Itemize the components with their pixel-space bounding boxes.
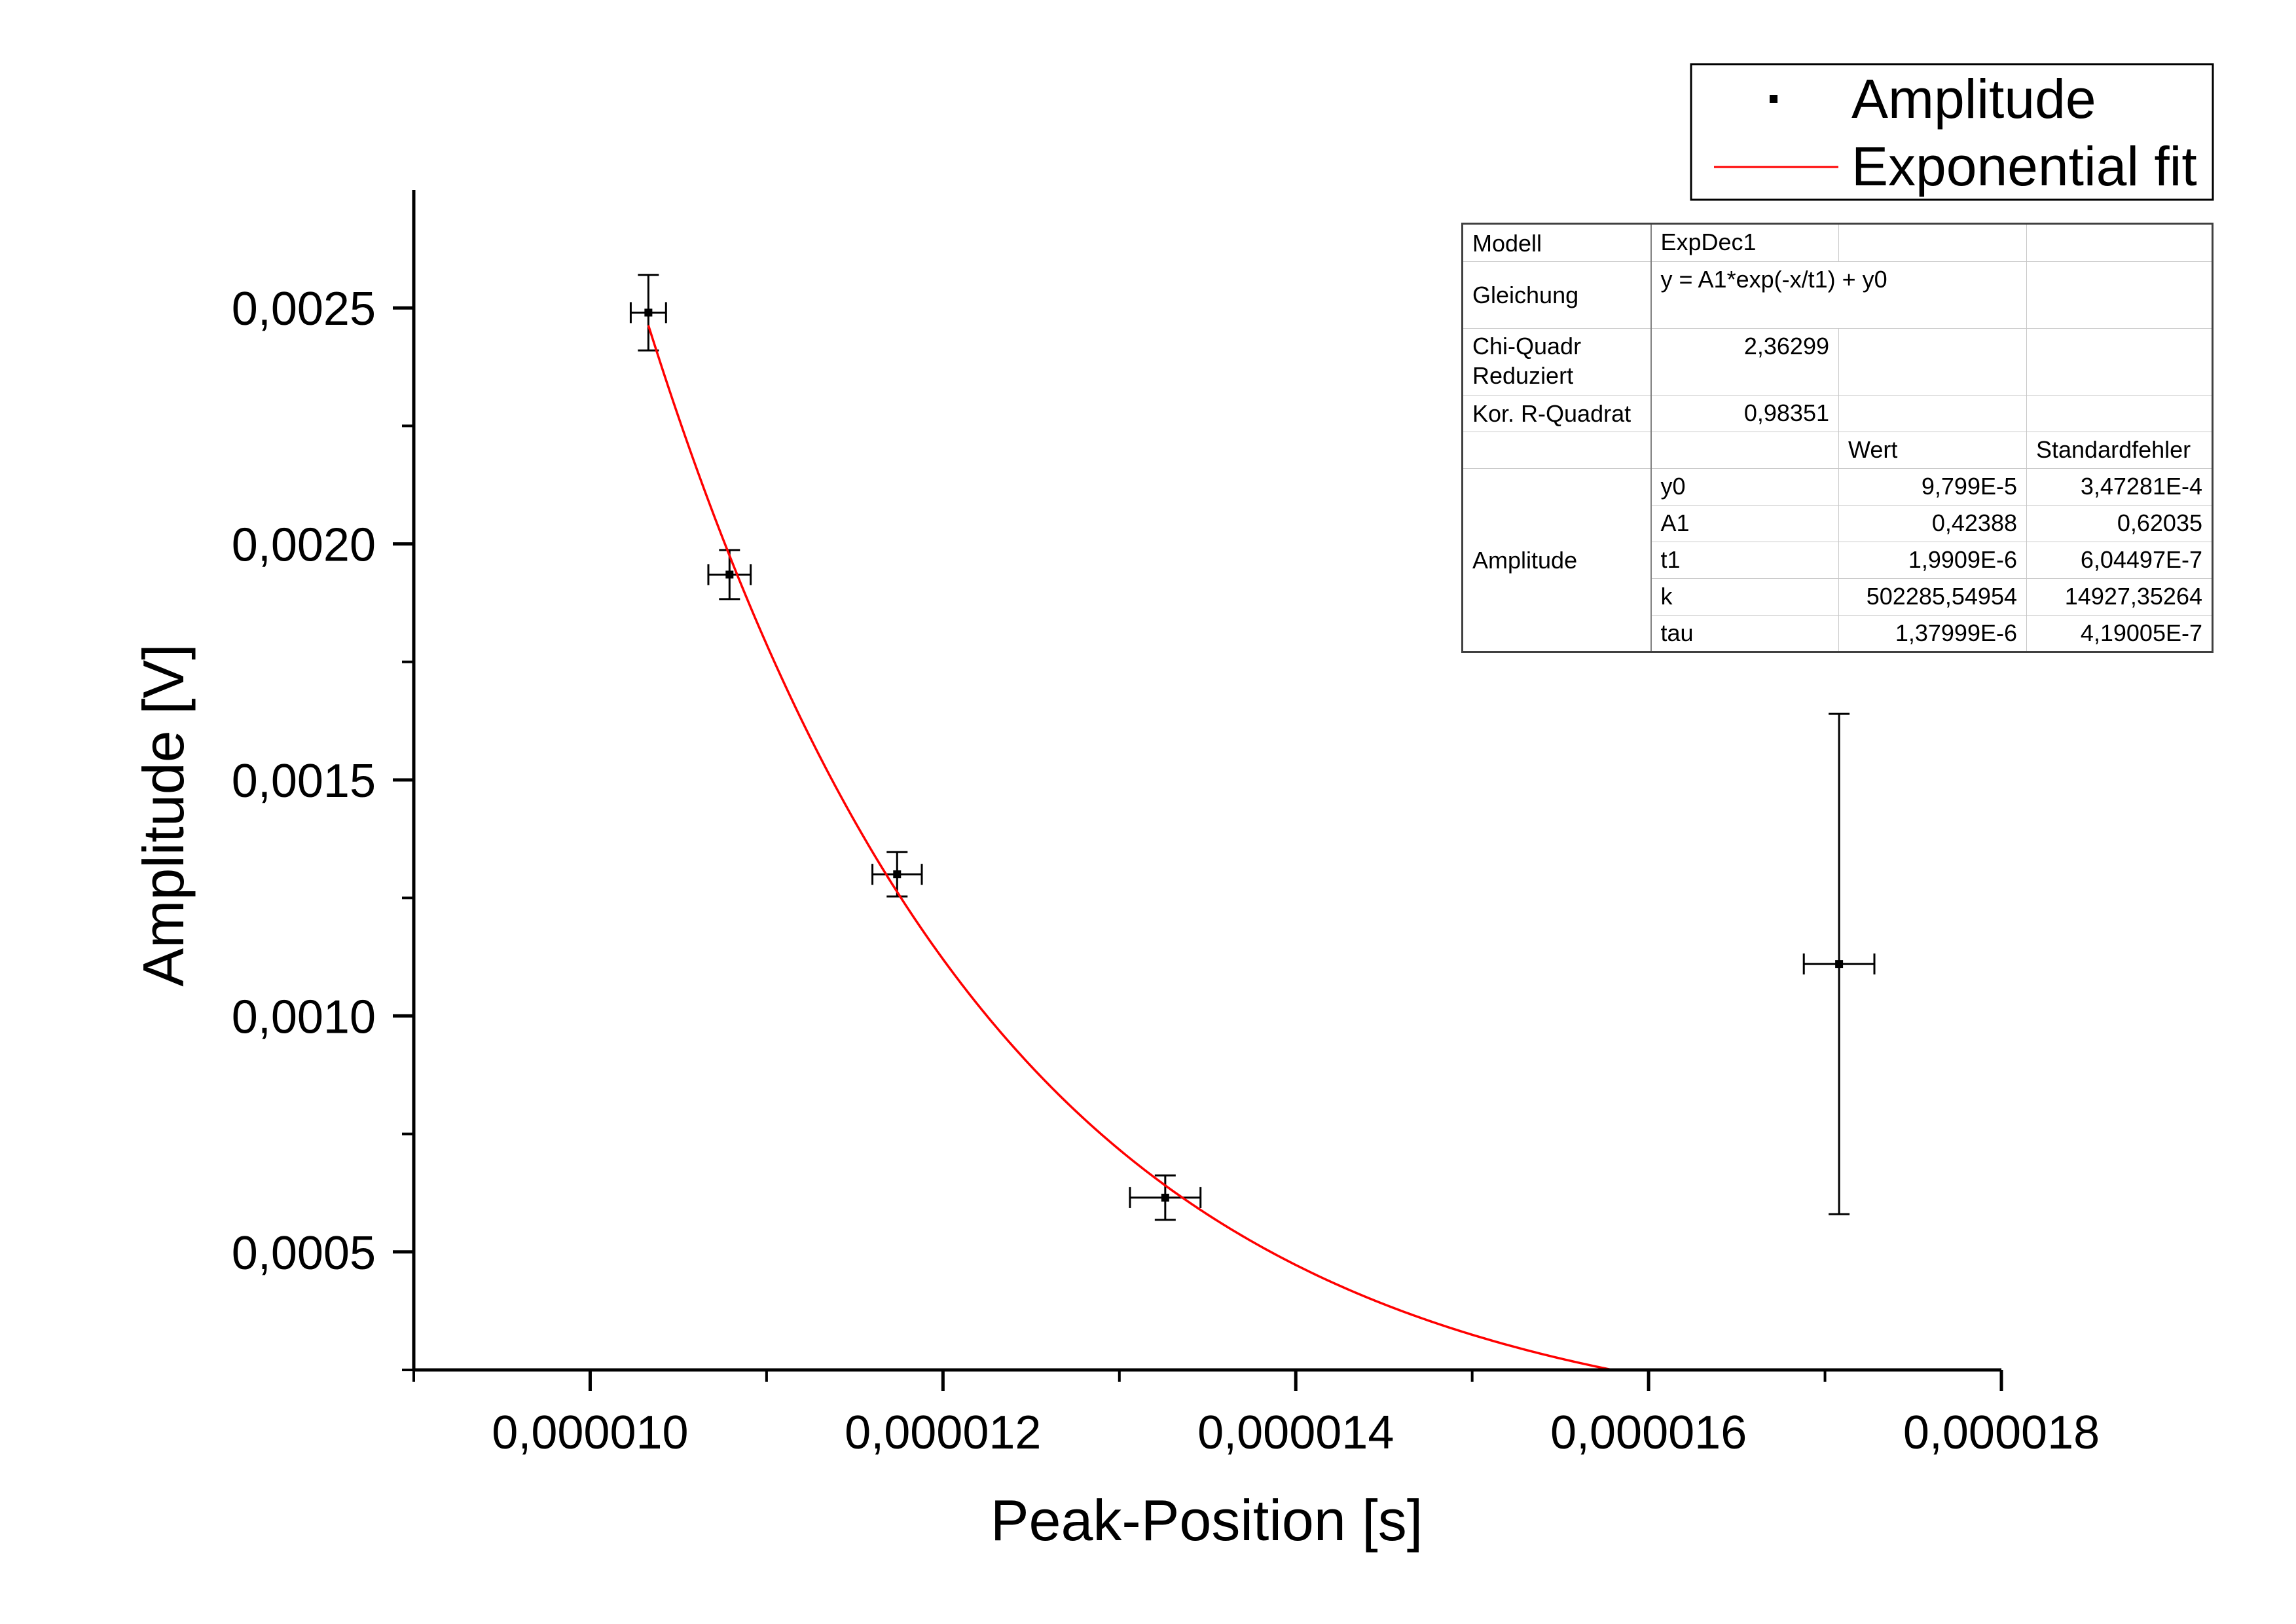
model-label: Modell	[1462, 223, 1652, 262]
table-row: tau 1,37999E-6 4,19005E-7	[1463, 615, 2213, 652]
param-name: A1	[1650, 505, 1839, 542]
data-point	[1835, 960, 1844, 969]
exponential-fit-curve	[647, 325, 1613, 1371]
table-row: A1 0,42388 0,62035	[1463, 505, 2213, 542]
equation-value: y = A1*exp(-x/t1) + y0	[1650, 261, 2027, 329]
param-error: 6,04497E-7	[2026, 542, 2213, 579]
legend: Amplitude Exponential fit	[1690, 63, 2214, 201]
table-row: Amplitude y0 9,799E-5 3,47281E-4	[1462, 468, 2213, 652]
legend-marker-amplitude	[1770, 95, 1777, 103]
param-value: 9,799E-5	[1838, 468, 2027, 506]
data-point	[725, 570, 734, 579]
ticks: 0,000010 0,000012 0,000014 0,000016 0,000018…	[232, 283, 2100, 1459]
table-row: t1 1,9909E-6 6,04497E-7	[1463, 542, 2213, 579]
x-tick-label: 0,000014	[1197, 1407, 1394, 1459]
y-tick-label: 0,0005	[232, 1227, 376, 1280]
y-tick-label: 0,0020	[232, 519, 376, 572]
param-name: k	[1650, 578, 1839, 616]
x-axis-title: Peak-Position [s]	[991, 1488, 1423, 1553]
r-squared-value: 0,98351	[1650, 395, 1839, 432]
y-tick-label: 0,0010	[232, 991, 376, 1043]
param-name: y0	[1650, 468, 1839, 506]
param-name: tau	[1650, 615, 1839, 652]
model-value: ExpDec1	[1650, 223, 1839, 262]
chi-square-value: 2,36299	[1650, 328, 1839, 396]
column-header-value: Wert	[1838, 432, 2027, 469]
chi-label-line-2: Reduziert	[1472, 362, 1574, 389]
param-value: 1,9909E-6	[1838, 542, 2027, 579]
data-point	[1161, 1193, 1169, 1202]
legend-box	[1690, 63, 2214, 201]
legend-label-fit: Exponential fit	[1851, 136, 2197, 197]
param-error: 0,62035	[2026, 505, 2213, 542]
group-label: Amplitude	[1462, 468, 1652, 652]
param-name: t1	[1650, 542, 1839, 579]
y-tick-label: 0,0025	[232, 283, 376, 335]
param-value: 1,37999E-6	[1838, 615, 2027, 652]
param-error: 4,19005E-7	[2026, 615, 2213, 652]
y-tick-label: 0,0015	[232, 755, 376, 807]
table-row: k 502285,54954 14927,35264	[1463, 578, 2213, 616]
r-squared-label: Kor. R-Quadrat	[1462, 395, 1652, 432]
x-tick-label: 0,000016	[1550, 1407, 1747, 1459]
param-error: 3,47281E-4	[2026, 468, 2213, 506]
table-row: Kor. R-Quadrat 0,98351	[1462, 395, 2213, 432]
y-axis-title: Amplitude [V]	[131, 644, 196, 986]
table-row: Modell ExpDec1	[1462, 223, 2213, 262]
equation-label: Gleichung	[1462, 261, 1652, 329]
legend-label-amplitude: Amplitude	[1851, 68, 2096, 130]
chi-square-label: Chi-Quadr Reduziert	[1462, 328, 1652, 396]
data-point	[644, 308, 653, 317]
x-tick-label: 0,000012	[845, 1407, 1041, 1459]
data-points	[644, 308, 1844, 1202]
chi-label-line-1: Chi-Quadr	[1472, 333, 1582, 360]
x-tick-label: 0,000018	[1903, 1407, 2100, 1459]
param-value: 502285,54954	[1838, 578, 2027, 616]
column-header-error: Standardfehler	[2026, 432, 2213, 469]
table-row: Gleichung y = A1*exp(-x/t1) + y0	[1462, 261, 2213, 329]
param-error: 14927,35264	[2026, 578, 2213, 616]
table-row: Wert Standardfehler	[1462, 432, 2213, 469]
fit-results-table: Modell ExpDec1 Gleichung y = A1*exp(-x/t…	[1461, 223, 2214, 653]
table-row: Chi-Quadr Reduziert 2,36299	[1462, 328, 2213, 396]
param-value: 0,42388	[1838, 505, 2027, 542]
data-point	[893, 870, 902, 879]
x-tick-label: 0,000010	[492, 1407, 688, 1459]
